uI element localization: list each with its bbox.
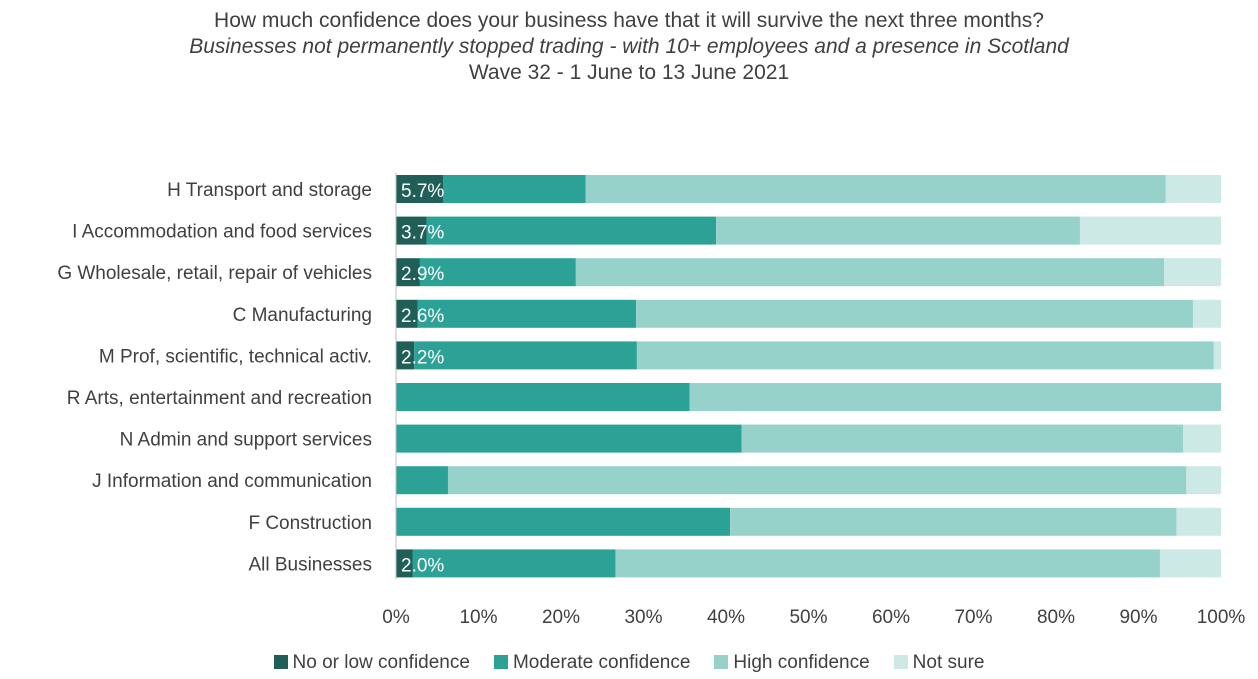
data-label: 5.7%	[401, 181, 444, 202]
bar-segment	[417, 299, 637, 328]
bar-segment	[1079, 216, 1221, 245]
legend-item: Moderate confidence	[493, 652, 691, 674]
x-tick-label: 90%	[1119, 607, 1157, 628]
category-label: M Prof, scientific, technical activ.	[99, 346, 372, 367]
bar-segment	[396, 549, 413, 578]
bar-segment	[741, 424, 1184, 453]
bar-segment	[636, 299, 1193, 328]
legend-label: High confidence	[733, 652, 870, 673]
x-tick-label: 70%	[954, 607, 992, 628]
bar-segment	[636, 341, 1214, 370]
bar-segment	[615, 549, 1160, 578]
legend-label: Moderate confidence	[512, 652, 691, 673]
category-label: F Construction	[248, 513, 372, 534]
bar-segment	[396, 216, 427, 245]
bar-segment	[575, 258, 1165, 287]
chart-title: How much confidence does your business h…	[214, 9, 1044, 32]
x-tick-label: 40%	[707, 607, 745, 628]
category-label: R Arts, entertainment and recreation	[67, 388, 372, 409]
x-tick-label: 0%	[382, 607, 410, 628]
data-label: 2.9%	[401, 264, 444, 285]
bar-segment	[1192, 299, 1221, 328]
legend-swatch	[493, 655, 508, 669]
bar-segment	[419, 258, 576, 287]
chart-titles: How much confidence does your business h…	[0, 8, 1258, 86]
x-tick-label: 50%	[789, 607, 827, 628]
bar-segment	[730, 507, 1177, 536]
legend-label: No or low confidence	[292, 652, 470, 673]
category-label: G Wholesale, retail, repair of vehicles	[57, 263, 372, 284]
chart-legend: No or low confidence Moderate confidence H…	[0, 652, 1258, 674]
x-tick-label: 100%	[1197, 607, 1246, 628]
bar-segment	[414, 341, 637, 370]
bar-segment	[1176, 507, 1221, 536]
bar-segment	[396, 424, 742, 453]
x-tick-label: 10%	[459, 607, 497, 628]
bar-segment	[426, 216, 717, 245]
bar-segment	[1183, 424, 1221, 453]
legend-swatch	[273, 655, 288, 669]
bar-segment	[412, 549, 616, 578]
legend-item: Not sure	[893, 652, 985, 674]
data-label: 3.7%	[401, 223, 444, 244]
category-label: C Manufacturing	[233, 305, 372, 326]
bar-segment	[396, 341, 415, 370]
bar-segment	[1159, 549, 1221, 578]
legend-item: High confidence	[714, 652, 870, 674]
bar-segment	[1165, 175, 1221, 203]
legend-item: No or low confidence	[273, 652, 470, 674]
data-label: 2.2%	[401, 347, 444, 368]
x-tick-label: 60%	[872, 607, 910, 628]
bar-segment	[585, 175, 1166, 203]
bar-segment	[447, 466, 1187, 495]
x-tick-label: 30%	[624, 607, 662, 628]
category-label: I Accommodation and food services	[72, 222, 372, 243]
bar-segment	[1213, 341, 1221, 370]
x-tick-label: 20%	[542, 607, 580, 628]
legend-swatch	[714, 655, 729, 669]
bar-segment	[396, 466, 448, 495]
bar-segment	[443, 175, 586, 203]
category-label: J Information and communication	[92, 471, 372, 492]
bar-segment	[1164, 258, 1221, 287]
bar-segment	[396, 383, 690, 411]
category-label: N Admin and support services	[120, 430, 372, 451]
category-label: H Transport and storage	[167, 180, 372, 201]
bar-segment	[396, 258, 420, 287]
chart-subtitle: Businesses not permanently stopped tradi…	[189, 35, 1069, 58]
legend-label: Not sure	[912, 652, 985, 673]
chart-wave-subtitle: Wave 32 - 1 June to 13 June 2021	[468, 61, 790, 84]
bar-segment	[396, 175, 444, 203]
bar-segment	[689, 383, 1221, 411]
bar-segment	[396, 299, 418, 328]
legend-swatch	[893, 655, 908, 669]
category-label: All Businesses	[248, 554, 372, 575]
data-label: 2.0%	[401, 555, 444, 576]
bar-segment	[1186, 466, 1221, 495]
x-tick-label: 80%	[1037, 607, 1075, 628]
bar-segment	[396, 507, 731, 536]
data-label: 2.6%	[401, 306, 444, 327]
bar-segment	[716, 216, 1080, 245]
